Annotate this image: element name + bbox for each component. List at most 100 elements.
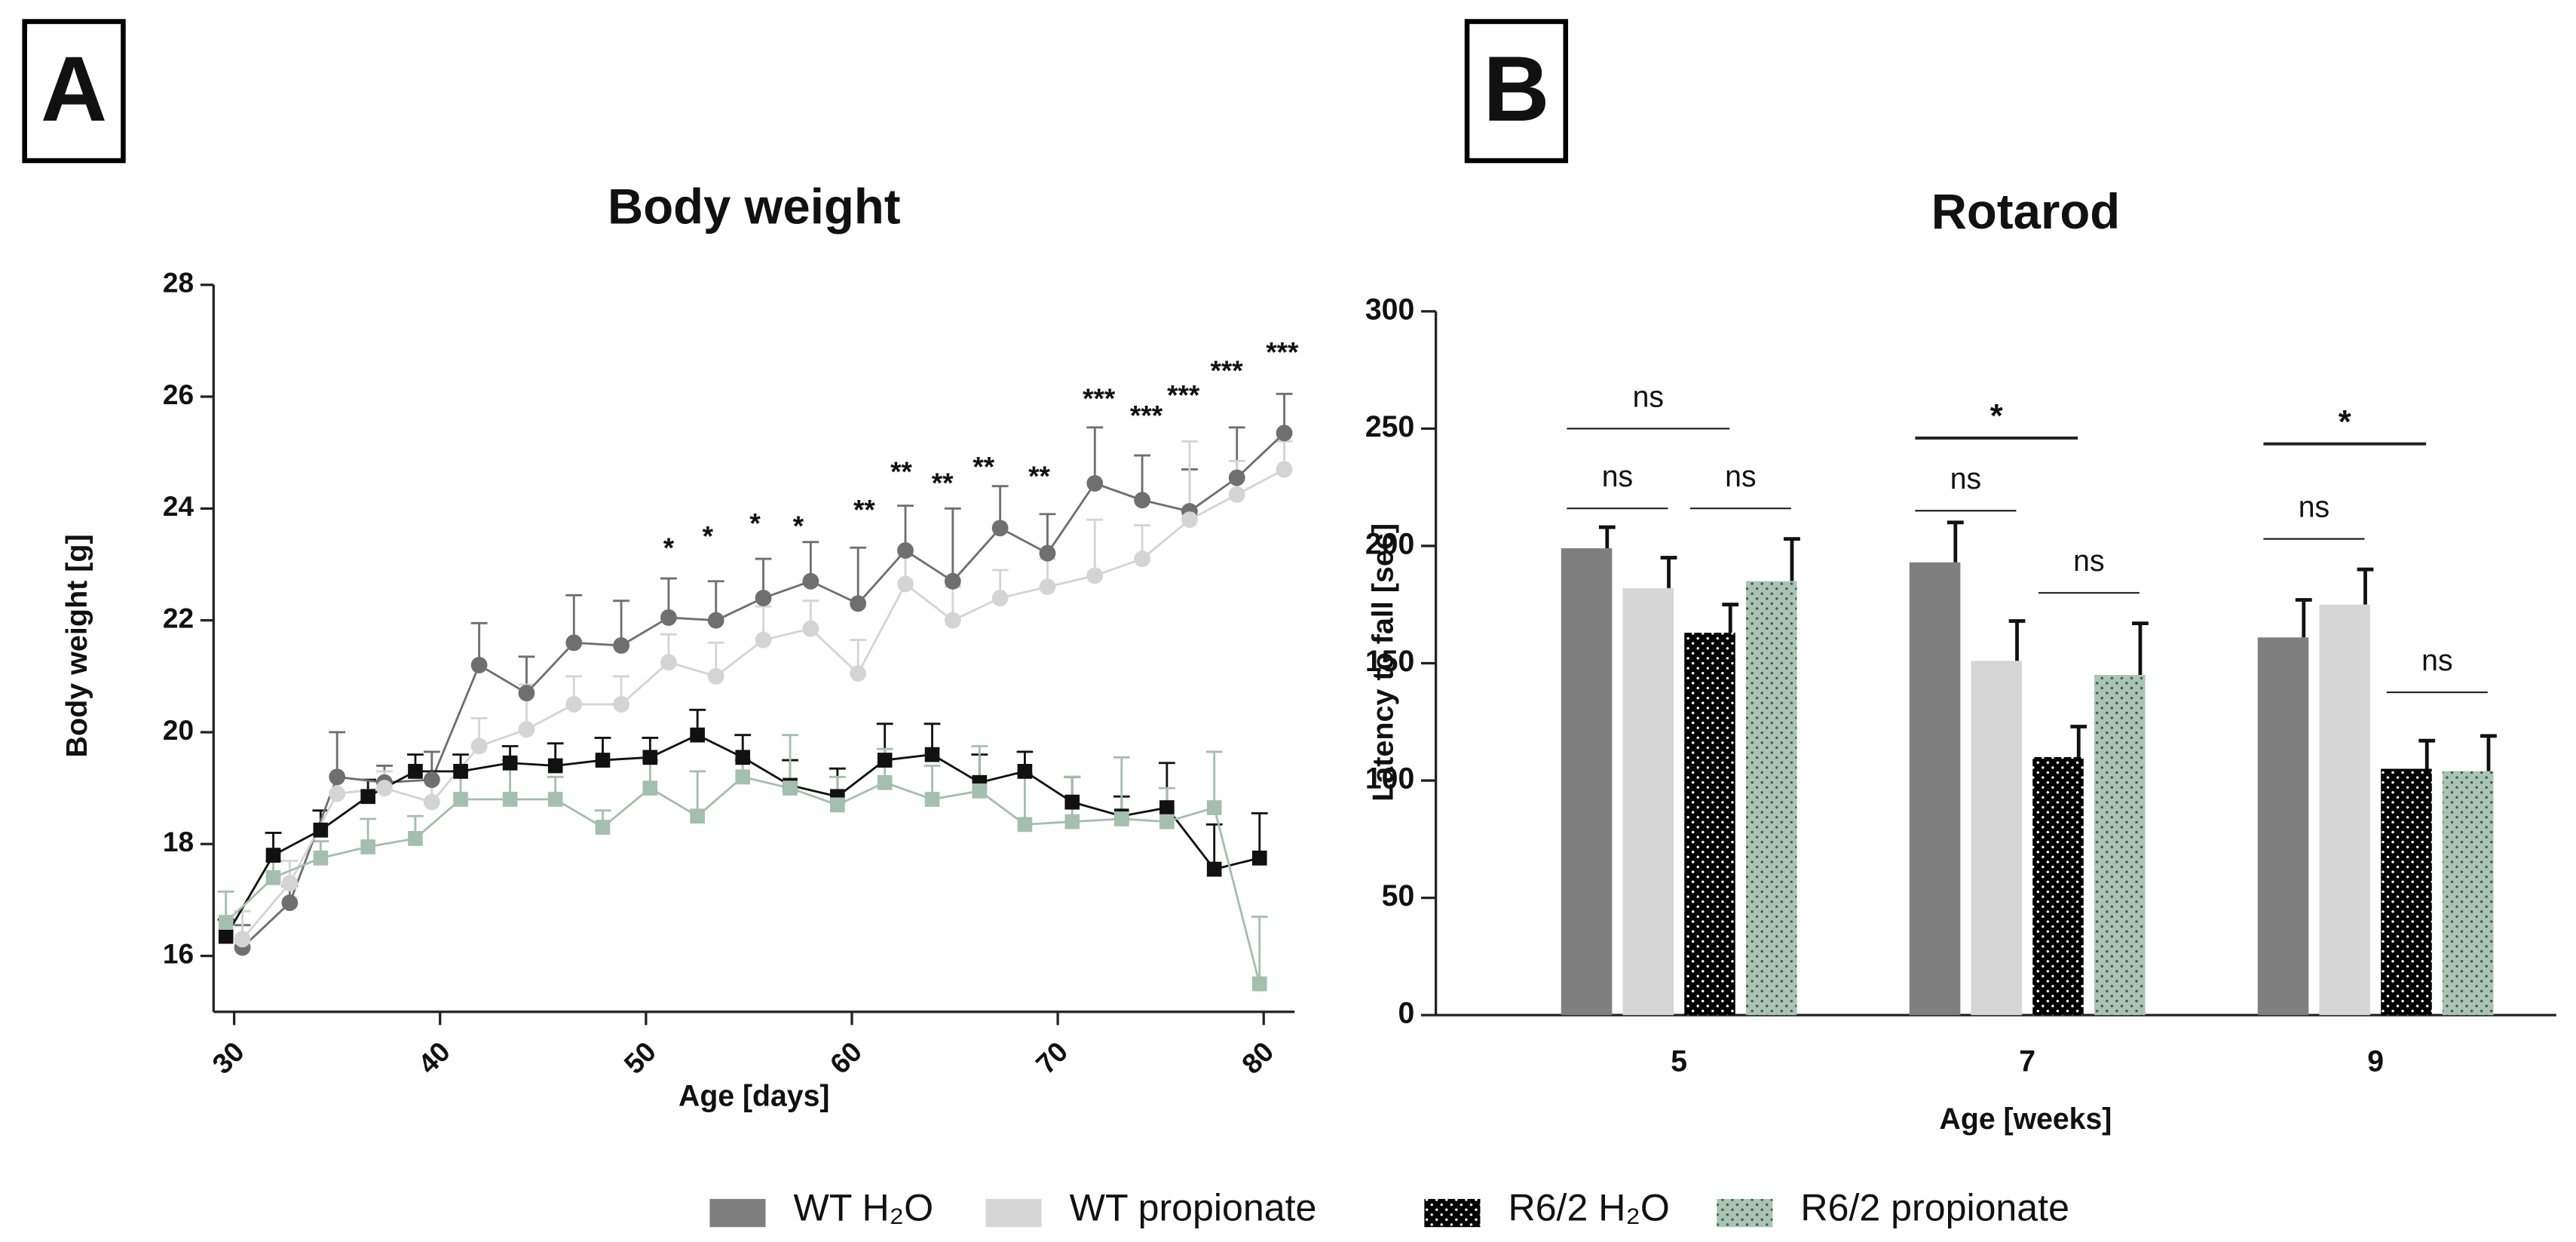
marker [313, 822, 329, 838]
series-line [225, 775, 1261, 985]
marker [1017, 817, 1033, 833]
marker [1228, 486, 1245, 503]
marker [1017, 763, 1033, 779]
marker [281, 894, 299, 912]
series-line [241, 432, 1285, 949]
marker [470, 657, 488, 673]
comparison-label: * [2339, 403, 2351, 440]
y-axis-label: Latency to fall [sec] [1367, 523, 1400, 802]
x-axis-label: Age [weeks] [1940, 1102, 2112, 1136]
marker [642, 750, 658, 765]
marker [783, 780, 798, 796]
significance-label: ** [932, 467, 954, 498]
x-tick-label: 9 [2367, 1044, 2384, 1078]
marker [1181, 511, 1198, 529]
marker [1276, 461, 1293, 478]
marker [1134, 492, 1150, 509]
y-tick-label: 24 [163, 490, 195, 522]
y-tick-label: 150 [1365, 645, 1414, 678]
significance-label: *** [1210, 354, 1243, 386]
marker [329, 768, 346, 786]
marker [877, 774, 893, 790]
bar [1909, 562, 1961, 1016]
marker [565, 634, 583, 652]
marker [613, 695, 629, 713]
panel-label: A [41, 36, 107, 140]
marker [547, 792, 563, 807]
marker [565, 695, 583, 713]
y-tick-label: 20 [163, 714, 194, 746]
marker [423, 771, 440, 788]
marker [707, 667, 724, 685]
marker [518, 685, 535, 702]
comparison-label: ns [2421, 644, 2452, 677]
x-tick-label: 70 [1030, 1035, 1074, 1080]
marker [830, 797, 845, 813]
y-tick-label: 50 [1382, 879, 1415, 912]
legend-label: WT H₂O [794, 1185, 934, 1228]
marker [360, 839, 375, 854]
marker [1134, 550, 1150, 568]
marker [924, 792, 940, 807]
marker [313, 850, 329, 866]
marker [376, 780, 393, 797]
marker [802, 620, 819, 637]
marker [408, 830, 423, 846]
marker [944, 572, 961, 590]
marker [1039, 544, 1056, 562]
marker [660, 609, 677, 626]
legend-swatch [709, 1198, 766, 1228]
significance-label: ** [853, 494, 875, 526]
significance-label: *** [1083, 382, 1116, 414]
marker [1206, 800, 1222, 815]
marker [360, 789, 375, 805]
marker [944, 612, 961, 629]
marker [613, 637, 629, 655]
marker [502, 792, 518, 807]
bar [2257, 637, 2309, 1016]
x-tick-label: 40 [412, 1035, 456, 1080]
marker [1276, 425, 1293, 442]
x-tick-label: 30 [206, 1035, 250, 1080]
marker [690, 727, 705, 743]
legend-label: R6/2 H₂O [1509, 1185, 1670, 1228]
y-axis-label: Body weight [g] [60, 534, 93, 757]
significance-label: ** [890, 455, 912, 487]
comparison-label: ns [1633, 380, 1664, 413]
marker [972, 783, 988, 799]
y-tick-label: 26 [163, 379, 194, 410]
marker [850, 595, 867, 612]
significance-label: * [703, 520, 714, 551]
marker [281, 875, 299, 892]
marker [1251, 850, 1267, 866]
marker [1039, 578, 1056, 596]
y-tick-label: 18 [163, 826, 194, 857]
bar [2032, 756, 2084, 1016]
comparison-label: ns [1950, 462, 1981, 495]
bar [1561, 548, 1613, 1016]
bar [1971, 661, 2023, 1016]
marker [1064, 814, 1080, 830]
marker [329, 785, 346, 802]
marker [924, 747, 940, 762]
legend-label: WT propionate [1070, 1185, 1317, 1228]
x-axis-label: Age [days] [678, 1079, 829, 1112]
legend-swatch [1424, 1198, 1481, 1228]
significance-label: * [793, 510, 804, 541]
marker [707, 612, 724, 629]
bar [2381, 768, 2432, 1016]
marker [470, 738, 488, 755]
series-line [241, 468, 1285, 940]
marker [1159, 814, 1175, 830]
significance-label: *** [1130, 399, 1163, 431]
y-tick-label: 100 [1365, 762, 1414, 795]
marker [1159, 800, 1175, 815]
bar [1745, 581, 1797, 1016]
marker [218, 928, 234, 944]
y-tick-label: 250 [1365, 410, 1414, 443]
bar [2442, 771, 2494, 1016]
marker [991, 590, 1009, 606]
comparison-label: ns [2073, 544, 2104, 578]
